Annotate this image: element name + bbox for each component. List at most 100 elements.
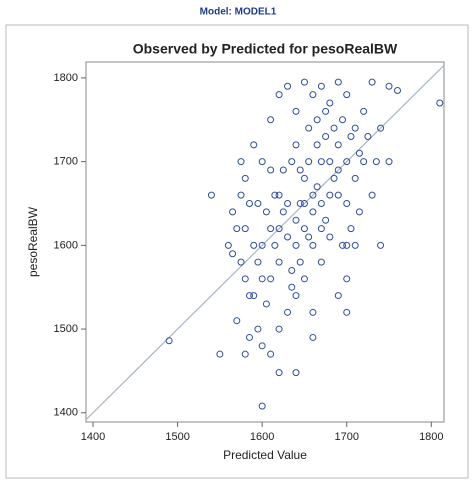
- point: [305, 158, 313, 166]
- point: [317, 82, 325, 90]
- point: [351, 174, 359, 182]
- y-tick-label: 1400: [54, 407, 78, 419]
- point: [322, 107, 330, 115]
- point: [258, 241, 266, 249]
- point: [292, 216, 300, 224]
- point: [254, 258, 262, 266]
- point: [343, 91, 351, 99]
- point: [347, 225, 355, 233]
- point: [343, 199, 351, 207]
- point: [309, 241, 317, 249]
- point: [267, 275, 275, 283]
- point: [334, 191, 342, 199]
- point: [262, 208, 270, 216]
- point: [241, 275, 249, 283]
- plot-area: [85, 61, 445, 423]
- point: [326, 158, 334, 166]
- point: [275, 325, 283, 333]
- point: [284, 199, 292, 207]
- point: [237, 158, 245, 166]
- point: [309, 91, 317, 99]
- point: [284, 233, 292, 241]
- point: [288, 283, 296, 291]
- point: [300, 78, 308, 86]
- point: [271, 241, 279, 249]
- y-tick-label: 1500: [54, 323, 78, 335]
- point: [360, 158, 368, 166]
- point: [355, 208, 363, 216]
- x-tick-label: 1800: [419, 431, 443, 443]
- point: [258, 402, 266, 410]
- point: [343, 241, 351, 249]
- reference-line: [85, 64, 445, 421]
- point: [296, 258, 304, 266]
- point: [309, 333, 317, 341]
- point: [292, 141, 300, 149]
- point: [317, 258, 325, 266]
- point: [275, 91, 283, 99]
- point: [267, 225, 275, 233]
- point: [241, 350, 249, 358]
- point: [245, 333, 253, 341]
- point: [305, 233, 313, 241]
- y-tick-label: 1700: [54, 156, 78, 168]
- point: [317, 199, 325, 207]
- point: [275, 191, 283, 199]
- point: [292, 241, 300, 249]
- point: [233, 225, 241, 233]
- point: [377, 241, 385, 249]
- point: [245, 292, 253, 300]
- point: [296, 166, 304, 174]
- point: [300, 199, 308, 207]
- x-tick-label: 1400: [81, 431, 105, 443]
- point: [343, 308, 351, 316]
- point: [309, 308, 317, 316]
- point: [334, 292, 342, 300]
- point: [284, 308, 292, 316]
- point: [288, 266, 296, 274]
- point: [368, 191, 376, 199]
- point: [317, 225, 325, 233]
- point: [279, 166, 287, 174]
- point: [309, 191, 317, 199]
- point: [300, 174, 308, 182]
- point: [267, 116, 275, 124]
- point: [305, 124, 313, 132]
- point: [377, 124, 385, 132]
- point: [262, 300, 270, 308]
- point: [343, 275, 351, 283]
- x-axis-label: Predicted Value: [223, 448, 307, 462]
- point: [313, 183, 321, 191]
- point: [334, 78, 342, 86]
- point: [385, 82, 393, 90]
- point: [229, 250, 237, 258]
- point: [250, 292, 258, 300]
- point: [300, 275, 308, 283]
- point: [385, 158, 393, 166]
- point: [351, 241, 359, 249]
- point: [233, 317, 241, 325]
- point: [275, 225, 283, 233]
- y-tick-label: 1800: [54, 72, 78, 84]
- point: [322, 216, 330, 224]
- chart-frame: [5, 24, 469, 479]
- point: [292, 369, 300, 377]
- point: [300, 225, 308, 233]
- point: [347, 133, 355, 141]
- point: [284, 82, 292, 90]
- point: [313, 116, 321, 124]
- point: [267, 166, 275, 174]
- point: [364, 133, 372, 141]
- point: [279, 208, 287, 216]
- point: [250, 141, 258, 149]
- point: [343, 158, 351, 166]
- point: [241, 225, 249, 233]
- point: [326, 233, 334, 241]
- point: [241, 174, 249, 182]
- point: [339, 241, 347, 249]
- point: [271, 191, 279, 199]
- x-tick-label: 1700: [334, 431, 358, 443]
- point: [216, 350, 224, 358]
- point: [436, 99, 444, 107]
